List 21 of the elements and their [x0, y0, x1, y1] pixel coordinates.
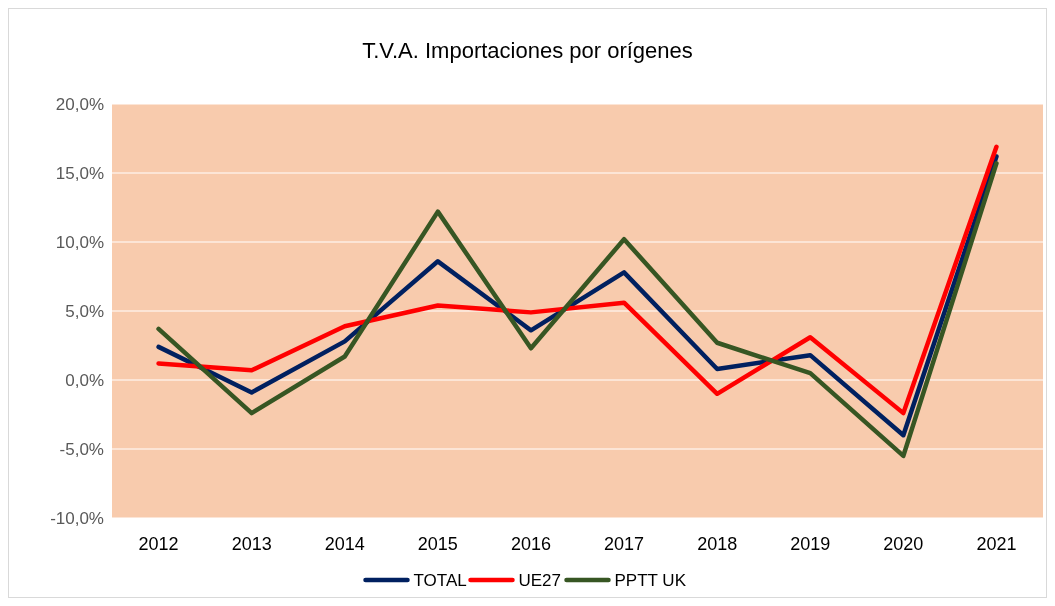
x-tick-label: 2018: [697, 534, 738, 554]
y-tick-label: 5,0%: [65, 301, 104, 321]
y-tick-label: 10,0%: [55, 232, 104, 252]
y-tick-label: 15,0%: [55, 163, 104, 183]
x-tick-label: 2020: [883, 534, 924, 554]
x-tick-label: 2012: [138, 534, 179, 554]
legend-label: PPTT UK: [614, 570, 687, 590]
y-tick-label: 0,0%: [65, 370, 104, 390]
x-tick-label: 2014: [324, 534, 365, 554]
y-tick-label: -10,0%: [50, 508, 104, 528]
x-tick-label: 2015: [417, 534, 458, 554]
y-tick-label: -5,0%: [59, 439, 104, 459]
x-tick-label: 2016: [510, 534, 551, 554]
y-tick-label: 20,0%: [55, 94, 104, 114]
legend-label: TOTAL: [413, 570, 467, 590]
x-tick-label: 2017: [604, 534, 645, 554]
x-tick-label: 2021: [976, 534, 1017, 554]
x-tick-label: 2013: [231, 534, 272, 554]
x-tick-label: 2019: [790, 534, 831, 554]
legend-label: UE27: [518, 570, 562, 590]
chart-title: T.V.A. Importaciones por orígenes: [362, 38, 693, 63]
